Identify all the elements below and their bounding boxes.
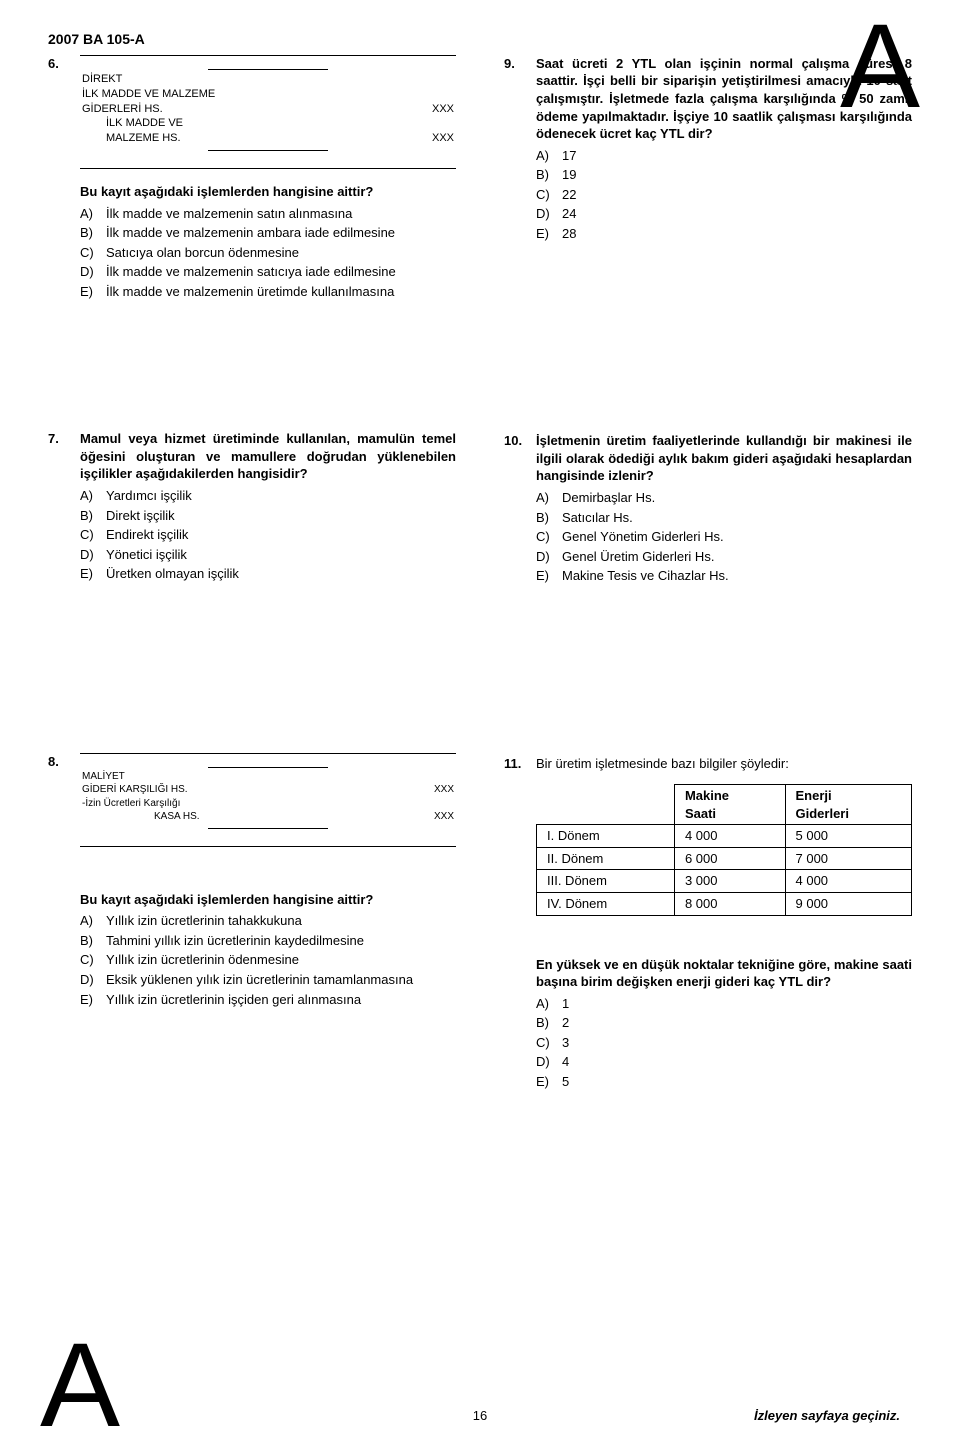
q6-opt-b: İlk madde ve malzemenin ambara iade edil… [106,224,395,242]
columns: 6. DİREKT İLK MADDE VE MALZEME [48,55,912,1091]
q7-options: A)Yardımcı işçilik B)Direkt işçilik C)En… [80,487,456,583]
q6-options: A)İlk madde ve malzemenin satın alınması… [80,205,456,301]
question-7: 7. Mamul veya hizmet üretiminde kullanıl… [48,430,456,582]
question-11-body: En yüksek ve en düşük noktalar tekniğine… [504,956,912,1091]
question-10: 10. İşletmenin üretim faaliyetlerinde ku… [504,432,912,584]
table-row: IV. Dönem 8 000 9 000 [537,893,912,916]
q11-prompt: En yüksek ve en düşük noktalar tekniğine… [536,956,912,991]
q11-th-1 [537,785,675,825]
q8-entry-amt2: XXX [414,810,454,824]
q6-opt-a: İlk madde ve malzemenin satın alınmasına [106,205,352,223]
q11-th-2: Makine Saati [674,785,785,825]
exam-header: 2007 BA 105-A [48,30,912,49]
q8-opt-c: Yıllık izin ücretlerinin ödenmesine [106,951,299,969]
q6-entry-line5: MALZEME HS. [82,131,414,146]
q6-entry-line2: İLK MADDE VE MALZEME [82,87,414,102]
q6-entry-line1: DİREKT [82,72,414,87]
q8-journal-entry: MALİYET GİDERİ KARŞILIĞI HS. XXX -İzin Ü… [80,753,456,847]
q9-opt-d: 24 [562,205,576,223]
watermark-bottom: A [40,1325,120,1445]
question-8: 8. MALİYET GİDERİ KARŞILIĞI HS. XXX [48,753,456,861]
q8-options: A)Yıllık izin ücretlerinin tahakkukuna B… [80,912,456,1008]
q8-entry-amt1: XXX [414,783,454,797]
q6-number: 6. [48,55,70,73]
q7-opt-b: Direkt işçilik [106,507,175,525]
q8-opt-b: Tahmini yıllık izin ücretlerinin kaydedi… [106,932,364,950]
q8-opt-a: Yıllık izin ücretlerinin tahakkukuna [106,912,302,930]
q7-number: 7. [48,430,70,448]
q11-intro: Bir üretim işletmesinde bazı bilgiler şö… [536,755,912,773]
q9-opt-c: 22 [562,186,576,204]
q7-opt-c: Endirekt işçilik [106,526,188,544]
q10-opt-e: Makine Tesis ve Cihazlar Hs. [562,567,729,585]
q10-opt-c: Genel Yönetim Giderleri Hs. [562,528,724,546]
question-8-body: Bu kayıt aşağıdaki işlemlerden hangisine… [48,891,456,1008]
table-row: II. Dönem 6 000 7 000 [537,847,912,870]
q10-opt-b: Satıcılar Hs. [562,509,633,527]
q6-entry-amt2: XXX [414,131,454,146]
q10-options: A)Demirbaşlar Hs. B)Satıcılar Hs. C)Gene… [536,489,912,585]
q8-number: 8. [48,753,70,771]
q8-prompt: Bu kayıt aşağıdaki işlemlerden hangisine… [80,891,456,909]
q8-opt-e: Yıllık izin ücretlerinin işçiden geri al… [106,991,361,1009]
q9-prompt: Saat ücreti 2 YTL olan işçinin normal ça… [536,55,912,143]
page-number: 16 [473,1407,487,1425]
q6-entry-line4: İLK MADDE VE [82,116,414,131]
q6-entry-line3: GİDERLERİ HS. [82,102,414,117]
q6-entry-amt1: XXX [414,102,454,117]
q10-opt-a: Demirbaşlar Hs. [562,489,655,507]
table-row: III. Dönem 3 000 4 000 [537,870,912,893]
q7-opt-e: Üretken olmayan işçilik [106,565,239,583]
q6-journal-entry: DİREKT İLK MADDE VE MALZEME GİDERLERİ HS… [80,55,456,169]
q11-opt-d: 4 [562,1053,569,1071]
q8-entry-line1: MALİYET [82,770,414,784]
left-column: 6. DİREKT İLK MADDE VE MALZEME [48,55,456,1091]
q6-opt-d: İlk madde ve malzemenin satıcıya iade ed… [106,263,396,281]
q6-opt-c: Satıcıya olan borcun ödenmesine [106,244,299,262]
q11-opt-b: 2 [562,1014,569,1032]
q8-entry-line4: KASA HS. [82,810,414,824]
q10-number: 10. [504,432,526,450]
q10-prompt: İşletmenin üretim faaliyetlerinde kullan… [536,432,912,485]
table-row: I. Dönem 4 000 5 000 [537,825,912,848]
question-6: 6. DİREKT İLK MADDE VE MALZEME [48,55,456,301]
q11-opt-c: 3 [562,1034,569,1052]
q6-opt-e: İlk madde ve malzemenin üretimde kullanı… [106,283,394,301]
q11-options: A)1 B)2 C)3 D)4 E)5 [536,995,912,1091]
q6-prompt: Bu kayıt aşağıdaki işlemlerden hangisine… [80,183,456,201]
q9-opt-b: 19 [562,166,576,184]
q11-opt-e: 5 [562,1073,569,1091]
q11-opt-a: 1 [562,995,569,1013]
q11-number: 11. [504,755,526,773]
q7-prompt: Mamul veya hizmet üretiminde kullanılan,… [80,430,456,483]
q9-options: A)17 B)19 C)22 D)24 E)28 [536,147,912,243]
question-11: 11. Bir üretim işletmesinde bazı bilgile… [504,755,912,916]
q9-number: 9. [504,55,526,73]
q11-table: Makine Saati Enerji Giderleri I. Dönem 4… [536,784,912,915]
next-page-text: İzleyen sayfaya geçiniz. [754,1407,900,1425]
question-9: 9. Saat ücreti 2 YTL olan işçinin normal… [504,55,912,242]
q7-opt-d: Yönetici işçilik [106,546,187,564]
q8-entry-line2: GİDERİ KARŞILIĞI HS. [82,783,414,797]
exam-page: A A 2007 BA 105-A 6. DİREKT İLK MADDE V [0,0,960,1455]
q10-opt-d: Genel Üretim Giderleri Hs. [562,548,714,566]
right-column: 9. Saat ücreti 2 YTL olan işçinin normal… [504,55,912,1091]
q9-opt-e: 28 [562,225,576,243]
q7-opt-a: Yardımcı işçilik [106,487,192,505]
q8-entry-line3: -İzin Ücretleri Karşılığı [82,797,414,811]
q9-opt-a: 17 [562,147,576,165]
q8-opt-d: Eksik yüklenen yılık izin ücretlerinin t… [106,971,413,989]
q11-th-3: Enerji Giderleri [785,785,912,825]
